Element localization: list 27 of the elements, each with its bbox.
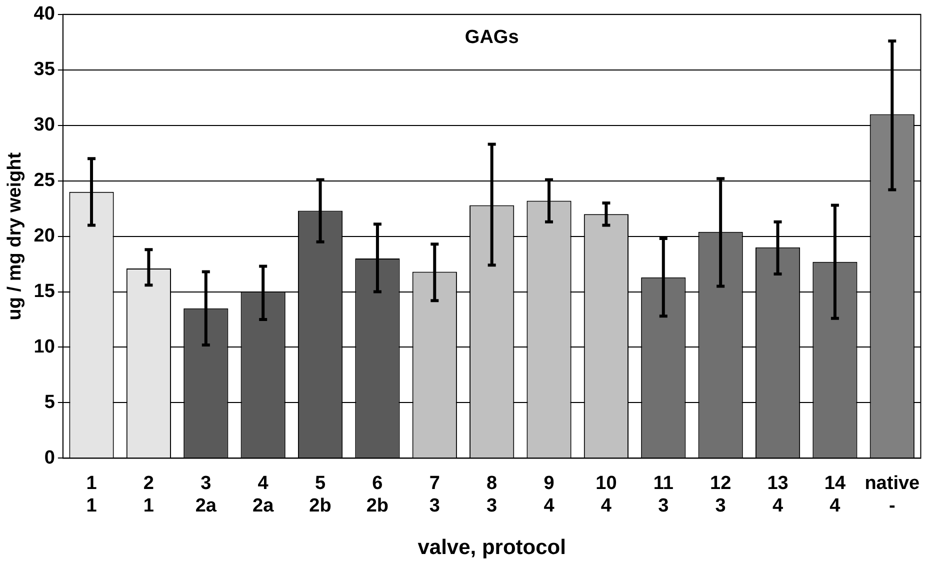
x-tick-label: 14 4 — [824, 472, 846, 517]
x-tick-label: 7 3 — [429, 472, 440, 517]
y-tick-label: 15 — [34, 281, 56, 302]
x-axis-title: valve, protocol — [418, 536, 566, 560]
y-tick-label: 30 — [34, 114, 55, 136]
x-tick-label: 4 2a — [252, 472, 274, 517]
y-tick-label: 0 — [44, 447, 55, 468]
x-tick-label: 3 2a — [195, 472, 217, 517]
x-tick-label: 6 2b — [366, 472, 389, 517]
x-tick-label: 2 1 — [143, 472, 154, 517]
x-tick-label: 11 3 — [653, 472, 674, 517]
y-tick-label: 10 — [34, 336, 55, 358]
y-tick-label: 25 — [34, 170, 56, 192]
y-tick-label: 20 — [34, 226, 55, 247]
x-tick-label: 10 4 — [596, 472, 617, 517]
x-tick-label: 13 4 — [767, 472, 788, 517]
x-tick-label: 1 1 — [86, 472, 98, 517]
text: GAGs — [464, 27, 519, 48]
x-tick-label: 8 3 — [486, 472, 498, 517]
x-tick-label: 9 4 — [544, 472, 555, 517]
y-tick-label: 40 — [34, 4, 55, 25]
y-axis-title: ug / mg dry weight — [4, 152, 26, 320]
y-tick-label: 5 — [44, 392, 56, 413]
y-tick-label: 35 — [34, 59, 56, 80]
x-tick-label: native - — [864, 472, 920, 517]
x-tick-label: 12 3 — [710, 472, 732, 517]
x-tick-label: 5 2b — [309, 472, 332, 517]
